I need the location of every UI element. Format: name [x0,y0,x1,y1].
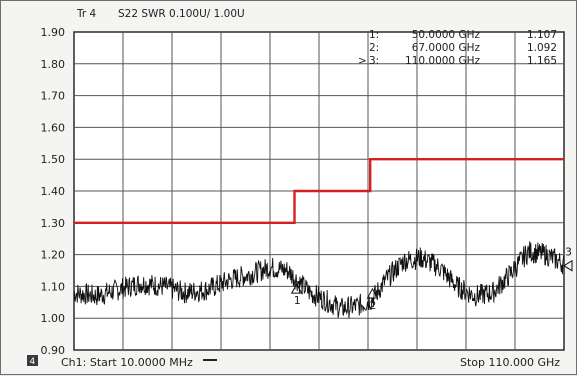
marker-frequency: 110.0000 GHz [405,55,480,67]
channel-icon [27,355,38,366]
marker-label: 1: [369,29,379,41]
marker-frequency: 50.0000 GHz [412,29,481,41]
limit-line-trace [74,158,564,224]
marker-value: 1.092 [527,42,557,54]
marker-triangle [290,283,303,294]
y-tick-label: 1.10 [41,280,66,293]
marker-frequency: 67.0000 GHz [412,42,481,54]
y-tick-labels: 1.90 1.80 1.70 1.60 1.50 1.40 1.30 1.20 1.10 1.00… [41,26,66,357]
marker-value: 1.107 [527,29,557,41]
y-tick-label: 1.00 [41,312,66,325]
start-frequency: Ch1: Start 10.0000 MHz [61,356,193,369]
y-tick-label: 1.60 [41,121,66,134]
marker-label: 2: [369,42,379,54]
y-tick-label: 1.30 [41,217,66,230]
marker-tags: 1 2 3 [290,246,573,312]
channel-icon-number: 4 [30,357,36,367]
y-tick-label: 1.90 [41,26,66,39]
marker-triangle [563,259,573,272]
marker-tag-number: 1 [294,294,301,307]
y-tick-label: 1.70 [41,90,66,103]
start-dash [203,359,217,361]
marker-readout: 1: 50.0000 GHz 1.107 2: 67.0000 GHz 1.092 > 3: 1… [358,29,557,67]
marker-tag-number: 3 [565,246,572,259]
y-tick-label: 1.50 [41,153,66,166]
y-tick-label: 1.20 [41,249,66,262]
traces [73,158,565,319]
measurement-label: S22 SWR 0.100U/ 1.00U [118,8,245,20]
y-tick-label: 0.90 [41,344,66,357]
marker-value: 1.165 [527,55,557,67]
y-tick-label: 1.40 [41,185,66,198]
trace-label: Tr 4 [76,8,97,20]
stop-frequency: Stop 110.000 GHz [460,356,560,369]
measured-swr-trace [73,241,565,319]
marker-tag-number: 2 [369,299,376,312]
active-marker-arrow: > [358,55,367,67]
marker-label: 3: [369,55,379,67]
y-tick-label: 1.80 [41,58,66,71]
marker-triangle [366,287,379,299]
